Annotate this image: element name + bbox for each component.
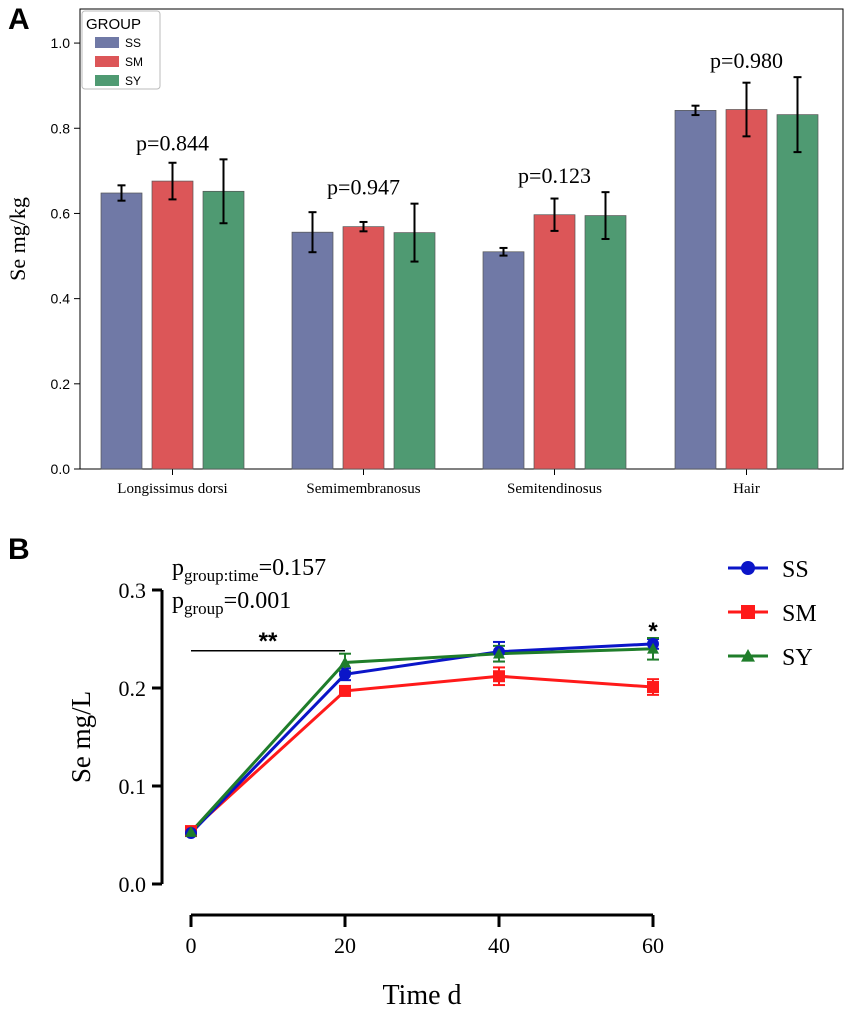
p-group-value: =0.001 [224, 588, 292, 614]
bar-sy [393, 232, 436, 470]
data-point-sy [185, 826, 197, 837]
p-group-symbol: p [172, 588, 184, 614]
legend-label-sy: SY [125, 74, 141, 88]
legend-label-ss: SS [125, 36, 141, 50]
series-line-sy [189, 647, 654, 834]
legend-marker-sm [741, 605, 755, 619]
bar-sm [725, 109, 768, 470]
panel-a-plot-frame [79, 8, 844, 470]
bar-sy [776, 114, 819, 470]
legend-marker-ss [741, 561, 755, 575]
data-point-sm [647, 681, 659, 694]
legend-label-sm: SM [782, 601, 817, 627]
p-group-time-subscript: group:time [184, 566, 259, 585]
series-line-sm [189, 674, 654, 833]
legend-swatch-sy [95, 75, 119, 86]
legend-label-sm: SM [125, 55, 143, 69]
p-group-stat: pgroup=0.001 [172, 588, 291, 618]
p-value-label: p=0.980 [710, 48, 783, 73]
legend-marker-sy [741, 649, 755, 662]
panel-a-bar-chart: Se mg/kg 0.0 0.2 0.4 0.6 0.8 1.0 Longissimus d… [5, 8, 844, 497]
legend-label-ss: SS [782, 557, 809, 583]
legend-title: GROUP [86, 16, 141, 33]
panel-a-y-tick-label: 1.0 [51, 35, 71, 51]
panel-a-y-tick-label: 0.4 [51, 291, 71, 307]
panel-b-y-tick-label: 0.1 [119, 774, 147, 799]
panel-b-y-axis-label: Se mg/L [66, 691, 96, 783]
legend-box [81, 10, 161, 90]
data-point-sy [339, 656, 351, 668]
panel-a-x-tick-label: Semimembranosus [306, 481, 420, 497]
legend-swatch-sm [95, 56, 119, 67]
panel-b-x-tick-label: 40 [488, 933, 510, 958]
data-point-sy [647, 642, 659, 654]
panel-a-x-tick-label: Semitendinosus [507, 481, 602, 497]
panel-b-letter: B [8, 533, 30, 566]
series-line-ss [189, 642, 654, 835]
bar-ss [100, 192, 143, 470]
data-point-sy [493, 647, 505, 659]
data-point-ss [339, 668, 351, 681]
bar-ss [291, 231, 334, 470]
bar-sy [202, 190, 245, 470]
bar-sm [151, 180, 194, 470]
legend-label-sy: SY [782, 645, 813, 671]
p-value-label: p=0.947 [327, 175, 400, 200]
panel-b-x-axis-label: Time d [382, 980, 461, 1009]
bar-ss [674, 110, 717, 470]
p-group-time-stat: pgroup:time=0.157 [172, 555, 326, 585]
panel-b-x-tick-label: 20 [334, 933, 356, 958]
panel-a-y-tick-label: 0.2 [51, 376, 71, 392]
panel-a-y-tick-label: 0.8 [51, 120, 71, 136]
significance-label: * [648, 618, 658, 645]
panel-a-y-axis-label: Se mg/kg [5, 197, 30, 281]
panel-b-x-tick-label: 0 [186, 933, 197, 958]
data-point-sm [339, 684, 351, 697]
bar-sm [533, 214, 576, 470]
panel-a-letter: A [8, 3, 30, 36]
panel-a-legend: GROUP SS SM SY [81, 10, 161, 90]
p-group-time-symbol: p [172, 555, 184, 581]
panel-a-x-tick-label: Longissimus dorsi [117, 481, 227, 497]
panel-b-y-tick-label: 0.2 [119, 676, 147, 701]
panel-a-x-tick-label: Hair [733, 481, 760, 497]
data-point-sm [493, 670, 505, 683]
bar-ss [482, 251, 525, 470]
panel-a-y-tick-label: 0.6 [51, 205, 71, 221]
bar-sy [584, 215, 627, 470]
panel-b-line-chart: Se mg/L Time d pgroup:time=0.157 pgroup=… [66, 555, 817, 1009]
p-value-label: p=0.844 [136, 130, 209, 155]
p-value-label: p=0.123 [518, 163, 591, 188]
panel-b-x-tick-label: 60 [642, 933, 664, 958]
significance-label: ** [259, 628, 278, 655]
p-group-subscript: group [184, 599, 224, 618]
legend-swatch-ss [95, 37, 119, 48]
bar-sm [342, 226, 385, 470]
panel-b-legend: SS SM SY [728, 557, 817, 671]
panel-b-y-tick-label: 0.0 [119, 872, 147, 897]
p-group-time-value: =0.157 [259, 555, 327, 581]
panel-b-y-tick-label: 0.3 [119, 578, 147, 603]
panel-a-y-tick-label: 0.0 [51, 461, 71, 477]
